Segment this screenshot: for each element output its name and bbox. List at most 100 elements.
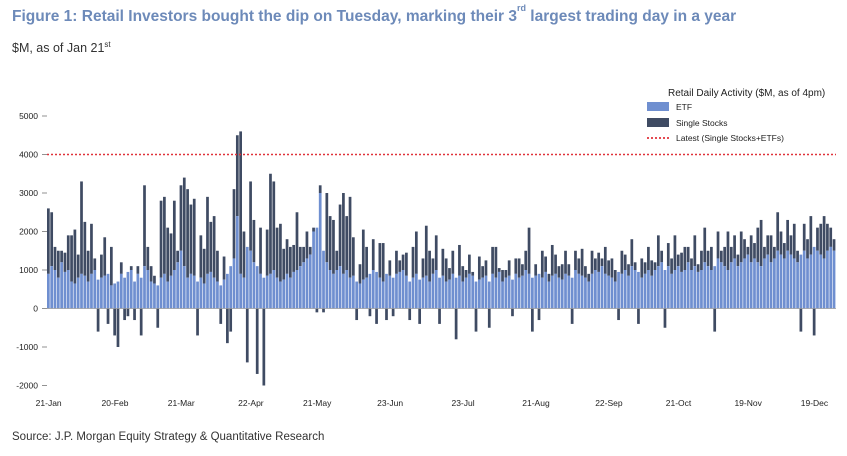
bar-single-stocks: [222, 256, 226, 280]
bar-etf: [710, 270, 713, 309]
bar-etf: [156, 285, 160, 309]
bar-single-stocks: [531, 308, 534, 332]
bar-single-stocks: [126, 308, 130, 317]
bar-etf: [468, 273, 471, 309]
bar-single-stocks: [189, 204, 193, 274]
bar-etf: [656, 266, 660, 309]
bar-single-stocks: [431, 258, 435, 274]
bar-single-stocks: [312, 227, 315, 232]
bar-single-stocks: [710, 246, 713, 270]
bar-single-stocks: [567, 264, 571, 276]
bar-etf: [60, 262, 63, 309]
bar-single-stocks: [351, 237, 355, 276]
bar-single-stocks: [123, 308, 126, 321]
bar-etf: [736, 266, 740, 309]
bar-single-stocks: [315, 308, 319, 313]
bar-etf: [189, 273, 193, 309]
bar-etf: [799, 254, 803, 309]
bar-single-stocks: [557, 266, 561, 278]
bar-single-stocks: [275, 227, 279, 278]
bar-etf: [673, 270, 677, 309]
bar-single-stocks: [468, 254, 471, 274]
bar-etf: [239, 273, 242, 309]
bar-single-stocks: [713, 308, 717, 332]
bar-etf: [773, 258, 776, 309]
bar-single-stocks: [477, 256, 481, 280]
bar-etf: [381, 281, 385, 309]
bar-etf: [96, 279, 100, 309]
bar-single-stocks: [239, 131, 242, 274]
bar-single-stocks: [564, 250, 567, 274]
bar-etf: [192, 275, 196, 309]
bar-etf: [779, 254, 783, 309]
bar-etf: [729, 262, 733, 309]
bar-etf: [308, 254, 312, 309]
bar-etf: [477, 279, 481, 309]
bar-etf: [312, 231, 315, 309]
bar-etf: [50, 266, 54, 309]
bar-single-stocks: [318, 185, 322, 193]
legend-label-etf: ETF: [676, 102, 692, 112]
bar-single-stocks: [269, 173, 272, 274]
y-tick-label: 5000: [19, 111, 38, 121]
bar-single-stocks: [252, 219, 256, 263]
bar-etf: [318, 193, 322, 309]
bar-single-stocks: [577, 258, 581, 274]
bar-etf: [388, 275, 392, 309]
bar-etf: [163, 273, 166, 309]
bar-single-stocks: [733, 235, 736, 259]
bar-etf: [431, 273, 435, 309]
bar-single-stocks: [365, 246, 368, 278]
bar-etf: [829, 246, 833, 309]
y-tick-label: 1000: [19, 265, 38, 275]
bar-single-stocks: [786, 219, 789, 251]
bar-single-stocks: [673, 235, 677, 270]
bar-single-stocks: [756, 227, 760, 263]
bar-single-stocks: [398, 260, 402, 272]
bar-etf: [279, 281, 282, 309]
bar-etf: [335, 270, 339, 309]
bar-single-stocks: [418, 308, 422, 324]
bar-single-stocks: [623, 254, 627, 270]
bar-etf: [428, 281, 431, 309]
bar-single-stocks: [438, 308, 441, 324]
bar-single-stocks: [603, 246, 607, 274]
bar-single-stocks: [776, 212, 780, 251]
bar-etf: [153, 283, 156, 309]
bar-single-stocks: [753, 243, 756, 259]
bar-etf: [414, 273, 418, 309]
bar-single-stocks: [53, 246, 57, 270]
legend: Retail Daily Activity ($M, as of 4pm) ET…: [647, 88, 825, 143]
bar-etf: [474, 281, 478, 309]
bar-single-stocks: [245, 308, 249, 363]
bar-single-stocks: [686, 246, 690, 263]
source-note: Source: J.P. Morgan Equity Strategy & Qu…: [12, 431, 325, 443]
bar-single-stocks: [255, 308, 259, 374]
bar-etf: [577, 273, 581, 309]
x-tick-label: 22-Sep: [595, 398, 623, 408]
bar-single-stocks: [56, 250, 60, 278]
bar-etf: [179, 250, 183, 309]
x-tick-label: 21-May: [303, 398, 332, 408]
bar-etf: [196, 281, 199, 309]
bar-single-stocks: [633, 262, 637, 270]
bar-single-stocks: [129, 266, 133, 270]
bar-etf: [507, 275, 511, 309]
bar-etf: [166, 281, 170, 309]
bar-single-stocks: [103, 237, 107, 276]
bar-etf: [789, 254, 793, 309]
bar-single-stocks: [799, 308, 803, 332]
bar-etf: [653, 270, 657, 309]
bar-etf: [56, 277, 60, 309]
bar-etf: [570, 277, 574, 309]
bar-single-stocks: [693, 235, 697, 267]
bar-single-stocks: [192, 198, 196, 276]
bar-etf: [146, 270, 150, 309]
bar-single-stocks: [647, 246, 650, 270]
bar-etf: [398, 271, 402, 309]
bar-etf: [451, 273, 455, 309]
bar-etf: [355, 281, 359, 309]
bar-single-stocks: [298, 246, 302, 267]
bar-single-stocks: [70, 235, 73, 282]
bar-single-stocks: [610, 258, 614, 278]
